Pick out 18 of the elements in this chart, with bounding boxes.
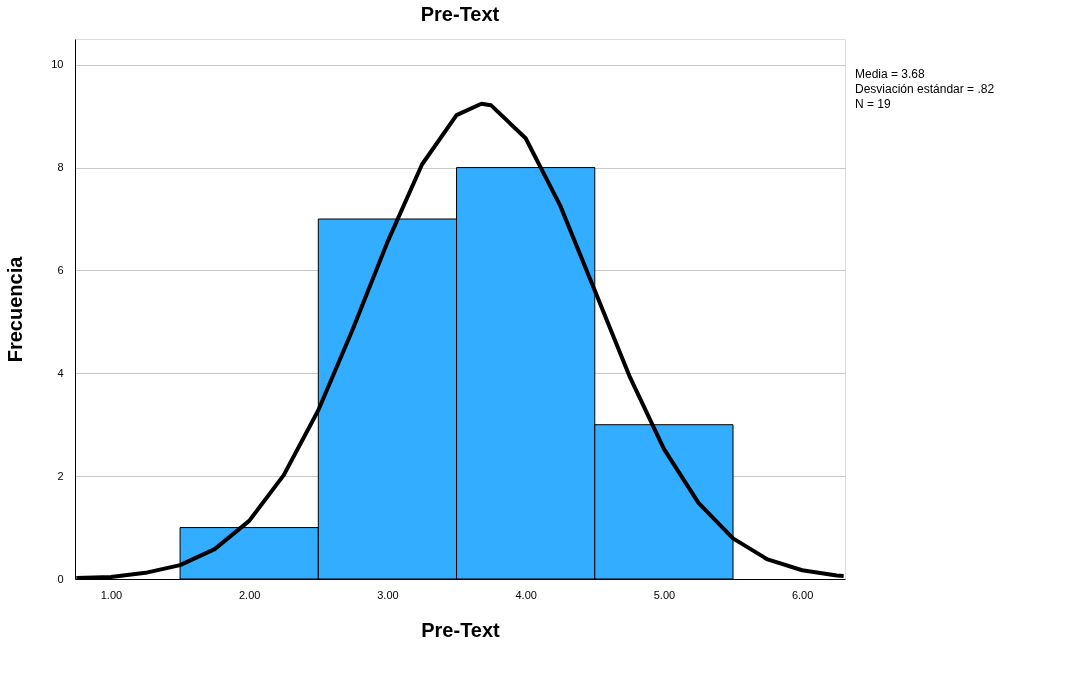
text: Desviación estándar = .82 [855, 82, 995, 96]
y-axis-title: Frecuencia [4, 255, 27, 363]
chart-title: Pre-Text [420, 3, 500, 25]
y-tick-label: 6 [57, 263, 64, 276]
x-axis-title: Pre-Text [421, 618, 501, 641]
y-tick-label: 2 [57, 469, 64, 482]
text: N = 19 [855, 97, 892, 111]
x-tick-label: 4.00 [515, 588, 537, 601]
y-tick-label: 0 [57, 572, 64, 585]
x-tick-label: 2.00 [238, 588, 261, 601]
x-tick-label: 1.00 [100, 588, 123, 601]
x-tick-label: 5.00 [653, 588, 676, 601]
x-tick-label: 3.00 [377, 588, 399, 601]
y-tick-label: 4 [57, 366, 64, 379]
y-tick-label: 8 [57, 161, 64, 174]
y-tick-label: 10 [51, 58, 64, 71]
x-tick-label: 6.00 [791, 588, 814, 601]
text: Media = 3.68 [855, 67, 926, 81]
